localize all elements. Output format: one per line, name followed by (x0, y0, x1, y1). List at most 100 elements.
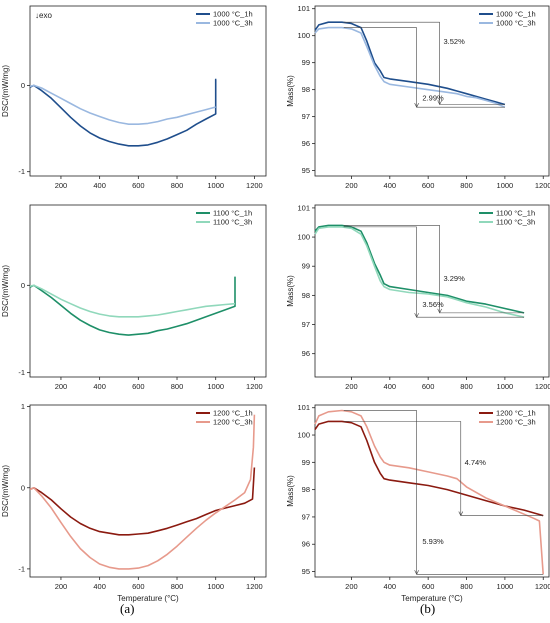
x-tick-label: 1200 (535, 181, 550, 190)
x-tick-label: 1000 (207, 382, 224, 391)
x-axis-label: Temperature (°C) (117, 594, 179, 603)
y-tick-label: 95 (302, 567, 310, 576)
y-tick-label: 95 (302, 166, 310, 175)
x-tick-label: 800 (171, 181, 184, 190)
mass-loss-arrow (414, 313, 419, 318)
y-tick-label: 101 (297, 403, 310, 412)
y-tick-label: 100 (297, 431, 310, 440)
chart-a1: 200 400 600 800 1000 1200 -1 0 DSC/(mW/mg) ↓exo 10… (1, 5, 267, 190)
x-tick-label: 800 (460, 181, 473, 190)
legend-label: 1200 °C_3h (496, 418, 536, 427)
series-line-1 (29, 467, 256, 536)
x-tick-label: 400 (384, 582, 397, 591)
x-tick-label: 800 (460, 382, 473, 391)
x-tick-label: 1000 (497, 382, 514, 391)
y-tick-label: 96 (302, 349, 310, 358)
panel-label-a: (a) (120, 601, 135, 616)
y-axis-label: DSC/(mW/mg) (1, 465, 10, 517)
legend-label: 1000 °C_1h (213, 10, 253, 19)
series-line-2 (29, 284, 236, 318)
legend-label: 1100 °C_3h (213, 218, 252, 227)
series-line-1 (314, 420, 544, 517)
x-tick-label: 200 (345, 582, 358, 591)
x-tick-label: 800 (460, 582, 473, 591)
x-tick-label: 1200 (246, 582, 263, 591)
legend-label: 1200 °C_1h (213, 409, 253, 418)
legend-label: 1100 °C_3h (496, 218, 535, 227)
y-tick-label: 97 (302, 112, 310, 121)
y-tick-label: 99 (302, 458, 310, 467)
y-tick-label: 0 (21, 81, 25, 90)
x-tick-label: 1200 (246, 181, 263, 190)
series-line-2 (29, 84, 216, 125)
y-tick-label: 96 (302, 139, 310, 148)
mass-loss-label: 3.52% (444, 37, 466, 46)
y-tick-label: 100 (297, 31, 310, 40)
x-tick-label: 200 (55, 582, 68, 591)
x-axis-label: Temperature (°C) (401, 594, 463, 603)
x-tick-label: 200 (345, 382, 358, 391)
x-tick-label: 600 (132, 382, 145, 391)
series-line-2 (314, 409, 544, 575)
x-tick-label: 1200 (535, 582, 550, 591)
series-line-1 (29, 276, 236, 336)
legend-label: 1100 °C_1h (213, 209, 252, 218)
plot-frame (314, 404, 550, 578)
y-tick-label: -1 (18, 167, 25, 176)
series-line-1 (29, 78, 217, 147)
y-tick-label: 100 (297, 233, 310, 242)
y-tick-label: 98 (302, 291, 310, 300)
mass-loss-arrow (437, 308, 442, 314)
y-tick-label: 96 (302, 540, 310, 549)
y-tick-label: -1 (18, 564, 25, 573)
x-tick-label: 200 (345, 181, 358, 190)
y-axis-label: Mass(%) (286, 275, 295, 307)
legend-label: 1000 °C_3h (213, 19, 253, 28)
chart-a2: 200 400 600 800 1000 1200 -1 0 DSC/(mW/mg) 1100 °… (1, 204, 267, 391)
series-line-1 (314, 21, 506, 106)
plot-frame (314, 204, 550, 378)
y-tick-label: 0 (21, 483, 25, 492)
x-tick-label: 800 (171, 382, 184, 391)
chart-b2: 200 400 600 800 1000 1200 96 97 98 99 100 101 Mass(%… (286, 203, 550, 391)
plot-frame (29, 5, 267, 177)
y-tick-label: 99 (302, 58, 310, 67)
mass-loss-arrow (437, 100, 442, 106)
y-tick-label: 0 (21, 281, 25, 290)
legend-label: 1100 °C_1h (496, 209, 535, 218)
mass-loss-arrow (414, 103, 419, 108)
y-axis-label: Mass(%) (286, 75, 295, 107)
chart-a3: 200 400 600 800 1000 1200 -1 0 1 DSC/(mW/mg) Tempe… (1, 402, 267, 603)
mass-loss-label: 2.99% (422, 93, 444, 102)
x-tick-label: 400 (384, 382, 397, 391)
x-tick-label: 1000 (207, 181, 224, 190)
chart-b1: 200 400 600 800 1000 1200 95 96 97 98 99 100 101 Mass… (286, 4, 550, 190)
y-tick-label: 1 (21, 402, 25, 411)
mass-loss-label: 3.29% (444, 274, 466, 283)
series-line-1 (314, 224, 525, 314)
plot-frame (29, 404, 267, 578)
x-tick-label: 600 (422, 582, 435, 591)
legend-label: 1200 °C_3h (213, 418, 253, 427)
x-tick-label: 600 (422, 382, 435, 391)
y-axis-label: DSC/(mW/mg) (1, 265, 10, 317)
mass-loss-label: 5.93% (422, 537, 444, 546)
x-tick-label: 400 (93, 582, 106, 591)
legend-label: 1000 °C_1h (496, 10, 536, 19)
x-tick-label: 200 (55, 181, 68, 190)
y-tick-label: 97 (302, 320, 310, 329)
x-tick-label: 400 (384, 181, 397, 190)
chart-b3: 200 400 600 800 1000 1200 95 96 97 98 99 100 101 Mass… (286, 403, 550, 603)
x-tick-label: 1000 (497, 582, 514, 591)
y-tick-label: 98 (302, 485, 310, 494)
y-tick-label: 101 (297, 4, 310, 13)
x-tick-label: 400 (93, 382, 106, 391)
series-line-2 (314, 226, 525, 318)
y-axis-label: Mass(%) (286, 475, 295, 507)
plot-frame (314, 5, 550, 177)
mass-loss-label: 3.56% (422, 300, 444, 309)
series-line-2 (314, 26, 506, 108)
legend-label: 1000 °C_3h (496, 19, 536, 28)
x-tick-label: 1000 (207, 582, 224, 591)
